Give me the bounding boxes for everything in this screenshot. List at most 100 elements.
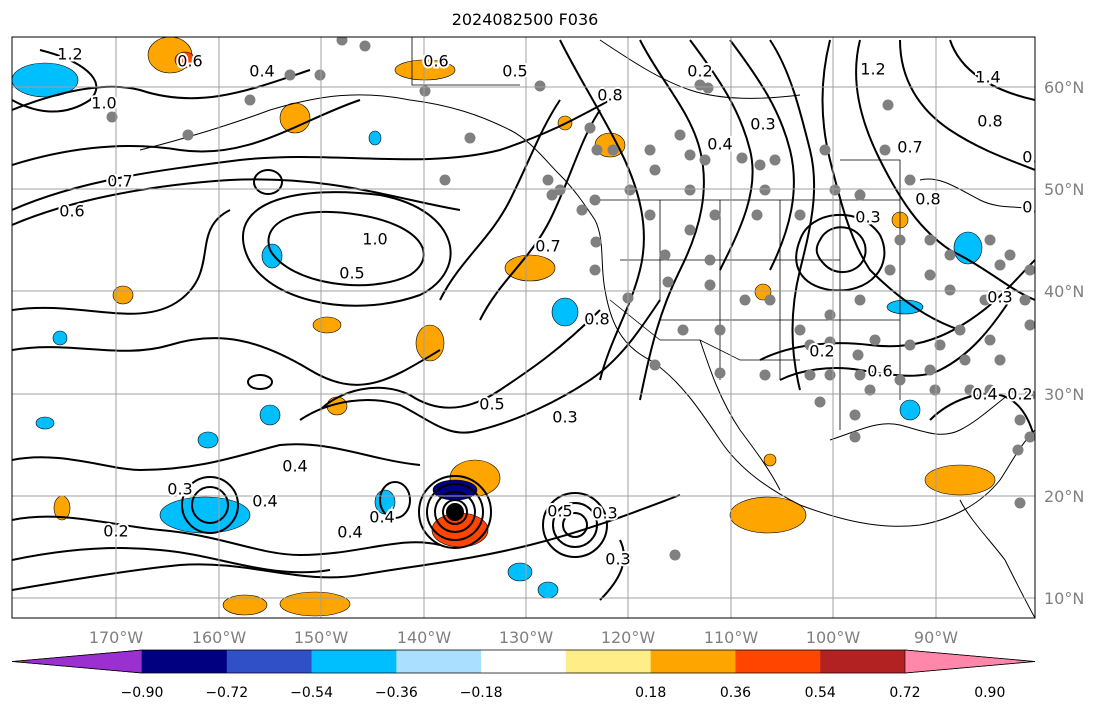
contour-value-label: 0.8 <box>915 190 940 209</box>
station-dot <box>769 154 781 166</box>
colorbar-extend-min <box>11 649 143 674</box>
lon-tick-label: 110°W <box>704 628 759 647</box>
cyan-patch <box>551 297 579 327</box>
cyan-patch <box>507 562 533 582</box>
colorbar-tick-label: −0.90 <box>121 685 164 701</box>
station-dot <box>819 144 831 156</box>
station-dot <box>829 184 841 196</box>
station-dot <box>591 144 603 156</box>
contour-line <box>12 443 421 472</box>
colorbar-tick-label: 0.54 <box>805 685 836 701</box>
station-dot <box>546 189 558 201</box>
contour-line <box>821 39 961 331</box>
station-dot <box>849 409 861 421</box>
station-dot <box>736 152 748 164</box>
coastline <box>699 339 781 491</box>
station-dot <box>1014 497 1026 509</box>
colorbar-swatch <box>226 650 313 673</box>
station-dot <box>804 369 816 381</box>
station-dot <box>794 209 806 221</box>
orange-patch <box>729 496 807 534</box>
contour-value-label: 0.2 <box>1007 385 1032 404</box>
station-dot <box>894 374 906 386</box>
colorbar-outline <box>11 649 1036 674</box>
contour-value-label: 0.2 <box>687 62 712 81</box>
contour-label-layer: 1.2 0.6 0.4 0.6 0.5 1.0 0.8 0.2 1.2 1.4 0.3 0.4 0.8 0… <box>55 43 1035 571</box>
station-dot <box>884 264 896 276</box>
contour-value-label: 0.3 <box>605 550 630 569</box>
contour-value-label: 1.0 <box>362 230 387 249</box>
station-dot <box>702 82 714 94</box>
station-dot <box>854 369 866 381</box>
colorbar-ticks: −0.90 −0.72 −0.54 −0.36 −0.18 0.18 0.36 0.54 0.7… <box>121 685 1006 701</box>
station-dot <box>464 132 476 144</box>
lat-tick-label: 60°N <box>1044 78 1084 97</box>
coastline-layer <box>139 39 1035 618</box>
station-dot <box>1024 431 1035 443</box>
orange-patch <box>312 316 342 334</box>
contour-value-label: 0.6 <box>177 52 202 71</box>
contour-line <box>479 109 601 321</box>
colorbar-tick-label: −0.54 <box>290 685 333 701</box>
station-dot <box>704 254 716 266</box>
contour-line <box>815 226 867 274</box>
colorbar-swatch <box>481 650 567 673</box>
station-dot <box>894 234 906 246</box>
contour-layer <box>12 39 1035 601</box>
contour-line <box>12 209 231 315</box>
contour-line <box>12 49 98 113</box>
gridline-layer <box>12 37 1035 618</box>
contour-line <box>319 309 601 411</box>
contour-line <box>439 99 561 301</box>
cyan-patch <box>899 399 921 421</box>
contour-value-label: 0.2 <box>809 342 834 361</box>
coastline <box>829 389 1016 441</box>
colorbar-tick-label: −0.18 <box>460 685 503 701</box>
contour-circle <box>434 491 476 533</box>
contour-line <box>12 494 681 591</box>
cyan-patch <box>197 431 219 449</box>
station-dot <box>759 369 771 381</box>
station-dot <box>934 339 946 351</box>
station-dot <box>314 69 326 81</box>
contour-line <box>12 515 441 557</box>
station-dot <box>336 37 348 46</box>
contour-value-label: 1.4 <box>975 68 1000 87</box>
map-title: 2024082500 F036 <box>451 10 599 29</box>
contour-line <box>929 392 1035 441</box>
orange-patch <box>279 102 311 134</box>
station-dot <box>759 184 771 196</box>
orange-patch <box>394 59 456 81</box>
colorbar-swatch <box>311 650 397 673</box>
contour-line <box>12 99 361 166</box>
contour-circle <box>191 486 229 524</box>
contour-value-label: 1.2 <box>57 45 82 64</box>
coastline <box>959 499 1035 618</box>
station-dot <box>814 396 826 408</box>
contour-circle <box>442 499 468 525</box>
station-dot <box>649 164 661 176</box>
contour-line <box>779 299 1011 381</box>
contour-value-label: 0.8 <box>584 310 609 329</box>
station-dot <box>1004 249 1016 261</box>
contour-value-label: 0.5 <box>502 62 527 81</box>
colorbar-tick-label: 0.72 <box>889 685 920 701</box>
cyan-patch <box>537 581 559 599</box>
contour-value-label: 0.4 <box>252 492 277 511</box>
contour-ellipse <box>379 481 411 519</box>
colorbar-tick-label: 0.90 <box>974 685 1005 701</box>
orange-patch <box>924 464 996 496</box>
colorbar-swatch <box>820 650 906 673</box>
contour-line <box>12 94 621 211</box>
station-dot <box>984 384 996 396</box>
lon-tick-label: 90°W <box>914 628 958 647</box>
contour-line <box>769 39 816 391</box>
contour-value-label: 0.3 <box>855 208 880 227</box>
colorbar <box>11 649 1036 674</box>
station-dot <box>244 94 256 106</box>
station-dot <box>882 99 894 111</box>
colorbar-swatch <box>396 650 482 673</box>
station-dot <box>576 204 588 216</box>
lat-tick-label: 30°N <box>1044 385 1084 404</box>
red-patch <box>174 51 196 69</box>
